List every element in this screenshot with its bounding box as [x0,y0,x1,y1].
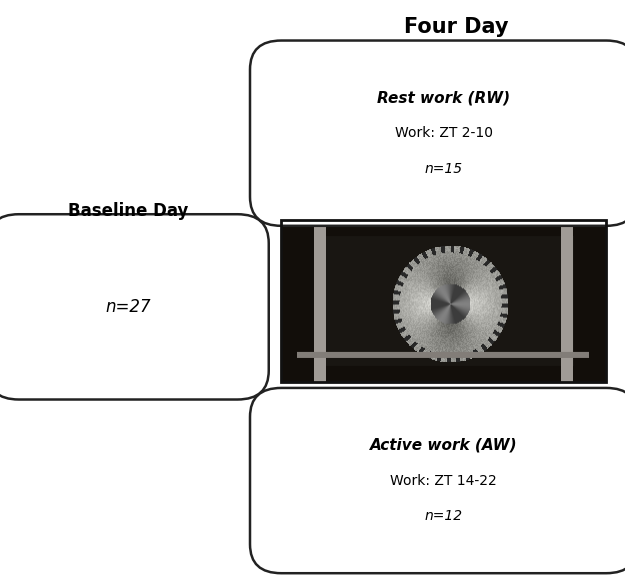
Text: Baseline Day: Baseline Day [68,202,188,220]
Bar [281,220,606,382]
Text: Work: ZT 14-22: Work: ZT 14-22 [391,474,497,488]
FancyBboxPatch shape [250,388,625,573]
Text: Four Day
Work Schedule: Four Day Work Schedule [368,17,544,61]
Text: n=15: n=15 [425,162,462,176]
Text: Work: ZT 2-10: Work: ZT 2-10 [395,126,492,140]
Text: Active work (AW): Active work (AW) [370,437,518,452]
FancyBboxPatch shape [250,41,625,226]
Text: n=12: n=12 [425,510,462,523]
Text: Rest work (RW): Rest work (RW) [378,90,510,105]
Text: n=27: n=27 [105,298,151,316]
FancyBboxPatch shape [0,214,269,400]
